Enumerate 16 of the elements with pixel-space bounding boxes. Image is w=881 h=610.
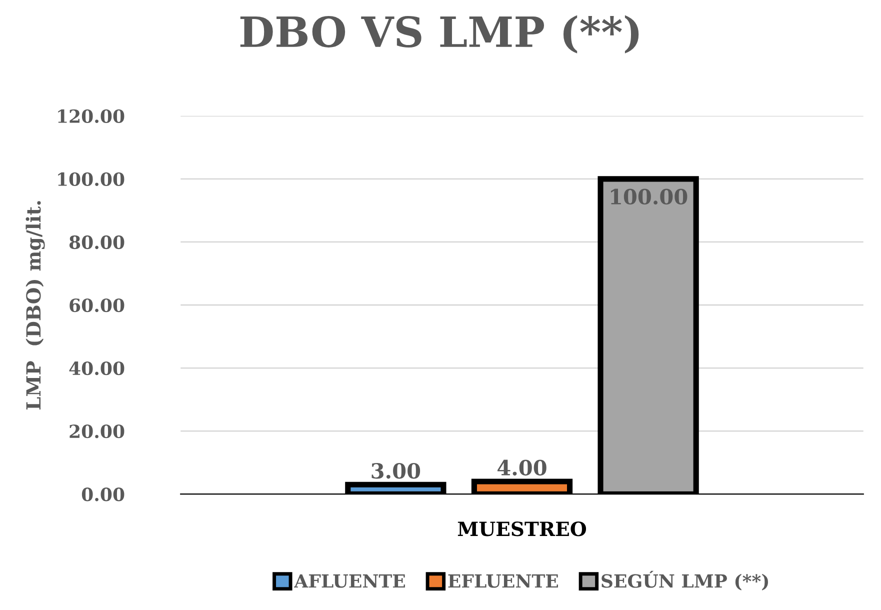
y-tick-label: 120.00 bbox=[58, 109, 124, 124]
legend-label: EFLUENTE bbox=[448, 574, 558, 588]
y-tick-label: 60.00 bbox=[70, 298, 124, 312]
legend-label: SEGÚN LMP (**) bbox=[602, 570, 768, 590]
y-tick-label: 80.00 bbox=[69, 235, 124, 250]
x-axis-title: MUESTREO bbox=[458, 522, 586, 536]
y-tick-label: 20.00 bbox=[70, 424, 124, 438]
legend-label: AFLUENTE bbox=[294, 574, 405, 588]
y-axis-title: LMP (DBO) mg/lit. bbox=[26, 201, 45, 410]
y-tick-label: 0.00 bbox=[82, 488, 124, 502]
data-label: 3.00 bbox=[372, 462, 420, 479]
data-label: 100.00 bbox=[610, 188, 688, 205]
y-tick-label: 40.00 bbox=[69, 361, 124, 376]
y-tick-label: 100.00 bbox=[58, 172, 124, 186]
data-label: 4.00 bbox=[497, 460, 546, 476]
chart-title: DBO VS LMP (**) bbox=[240, 15, 639, 54]
